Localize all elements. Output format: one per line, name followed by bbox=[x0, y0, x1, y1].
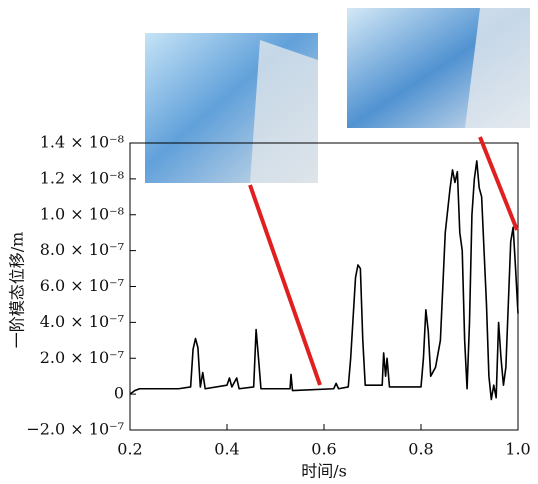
data-line bbox=[129, 160, 519, 401]
pointer-left bbox=[248, 184, 322, 386]
inset-image-left-detail bbox=[250, 40, 318, 183]
pointer-right bbox=[478, 136, 519, 231]
x-tick-label: 0.6 bbox=[311, 440, 336, 459]
y-tick-label: 0 bbox=[114, 384, 124, 403]
y-tick-label: 1.0 × 10⁻⁸ bbox=[40, 204, 124, 223]
inset-image-right-detail bbox=[465, 8, 530, 128]
y-tick-label: 4.0 × 10⁻⁷ bbox=[40, 312, 124, 331]
y-tick-label: 1.2 × 10⁻⁸ bbox=[40, 168, 124, 187]
x-axis-label: 时间/s bbox=[301, 462, 347, 481]
y-tick-label: 2.0 × 10⁻⁷ bbox=[40, 348, 124, 367]
y-tick-label: 6.0 × 10⁻⁷ bbox=[40, 276, 124, 295]
x-tick-label: 0.4 bbox=[214, 440, 239, 459]
x-tick-label: 0.2 bbox=[117, 440, 142, 459]
y-tick-label: 8.0 × 10⁻⁷ bbox=[40, 240, 124, 259]
y-tick-label: 1.4 × 10⁻⁸ bbox=[40, 133, 124, 152]
y-axis-label: 一阶模态位移/m bbox=[8, 232, 27, 349]
x-tick-label: 0.8 bbox=[408, 440, 433, 459]
x-tick-label: 1.0 bbox=[505, 440, 530, 459]
y-tick-label: −2.0 × 10⁻⁷ bbox=[26, 420, 124, 439]
